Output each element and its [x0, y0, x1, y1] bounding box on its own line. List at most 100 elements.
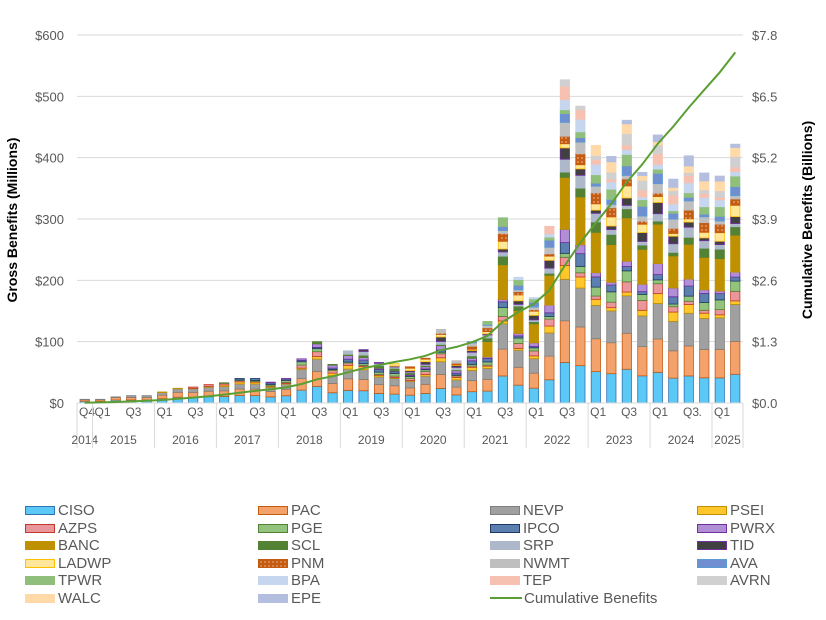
- x-quarter-label: Q1: [404, 405, 420, 419]
- bar-segment-ciso: [451, 394, 462, 404]
- x-quarter-label: Q4: [79, 405, 95, 419]
- bar-segment-pge: [482, 361, 493, 366]
- legend-swatch: [25, 541, 55, 550]
- bar-stack: [714, 175, 725, 404]
- bar-segment-banc: [730, 234, 741, 273]
- bar-segment-ciso: [203, 396, 214, 404]
- bar-segment-pnm: [497, 233, 508, 242]
- bar-segment-pge: [652, 279, 663, 285]
- legend-item-pwrx: PWRX: [697, 520, 775, 537]
- bar-segment-nwmt: [575, 141, 586, 155]
- x-year-label: 2025: [714, 433, 741, 447]
- bar-stack: [281, 378, 292, 404]
- bar-segment-nevp: [559, 278, 570, 322]
- bar-segment-pac: [683, 345, 694, 377]
- bar-segment-tep: [683, 174, 694, 184]
- bar-segment-pnm: [404, 366, 416, 369]
- bar-segment-psei: [683, 304, 694, 314]
- legend-swatch: [25, 593, 55, 603]
- bar-segment-nevp: [497, 323, 508, 350]
- bar-segment-scl: [637, 244, 648, 250]
- bar-segment-tep: [652, 153, 663, 165]
- bar-segment-ava: [575, 137, 586, 143]
- y-axis-left: $0 $100 $200 $300 $400 $500 $600: [35, 28, 64, 411]
- x-year-label: 2021: [482, 433, 509, 447]
- x-quarter-label: Q1: [652, 405, 668, 419]
- x-quarter-label: Q1: [466, 405, 482, 419]
- bar-segment-avrn: [590, 155, 601, 160]
- bar-segment-pnm: [482, 327, 493, 333]
- bar-segment-pge: [544, 316, 555, 320]
- bar-segment-ciso: [652, 371, 663, 404]
- bar-segment-pac: [590, 338, 601, 372]
- bar-segment-scl: [714, 248, 725, 260]
- bar-segment-nwmt: [668, 218, 679, 229]
- bar-segment-azps: [683, 300, 694, 305]
- bar-segment-nevp: [296, 368, 307, 379]
- legend-label: AZPS: [58, 519, 98, 537]
- bar-segment-epe: [683, 155, 694, 167]
- bar-segment-srp: [668, 243, 679, 253]
- bar-segment-nevp: [482, 367, 493, 380]
- bar-segment-tpwr: [637, 199, 648, 207]
- bar-segment-pac: [327, 383, 338, 394]
- bar-segment-ciso: [389, 393, 400, 404]
- legend-item-ava: AVA: [697, 555, 758, 572]
- legend-label: SRP: [523, 537, 554, 554]
- bar-segment-nevp: [451, 379, 462, 388]
- y2-tick-label: $2.6: [752, 273, 777, 288]
- bar-segment-tep: [590, 159, 601, 165]
- bar-segment-bpa: [683, 182, 694, 194]
- bar-segment-pge: [559, 252, 570, 258]
- y-tick-label: $200: [35, 273, 64, 288]
- bar-segment-nevp: [606, 310, 617, 344]
- bar-segment-srp: [730, 223, 741, 228]
- bar-segment-nwmt: [590, 185, 601, 194]
- bar-segment-nevp: [699, 318, 710, 350]
- bar-segment-tep: [559, 85, 570, 101]
- bar-segment-nevp: [141, 395, 152, 398]
- legend-label: AVA: [730, 554, 758, 572]
- bar-stack: [606, 156, 617, 404]
- bar-segment-srp: [342, 350, 354, 355]
- bar-segment-banc: [699, 256, 710, 291]
- bar-segment-ciso: [265, 396, 276, 404]
- bar-segment-srp: [652, 213, 663, 222]
- bar-segment-ipco: [668, 296, 679, 305]
- bar-segment-epe: [606, 156, 617, 163]
- legend-item-tpwr: TPWR: [25, 572, 102, 589]
- bar-segment-ciso: [435, 388, 447, 404]
- bar-segment-pge: [219, 382, 230, 384]
- bar-segment-pnm: [575, 153, 586, 166]
- bar-segment-psei: [466, 366, 477, 371]
- bar-segment-tid: [683, 221, 694, 228]
- bar-segment-nwmt: [699, 216, 710, 224]
- bar-segment-nevp: [683, 312, 694, 347]
- bar-segment-nevp: [312, 358, 323, 372]
- bar-segment-pac: [342, 378, 354, 391]
- bar-segment-bpa: [652, 163, 663, 170]
- bar-segment-avrn: [621, 133, 632, 146]
- legend-swatch: [697, 523, 727, 533]
- bar-stack: [730, 143, 741, 404]
- bar-segment-pwrx: [590, 272, 601, 278]
- bar-segment-avrn: [699, 189, 710, 194]
- bar-segment-srp: [544, 267, 555, 274]
- bar-segment-tid: [606, 225, 617, 230]
- legend-label: SCL: [291, 537, 321, 554]
- bar-segment-tep: [575, 109, 586, 120]
- bar-stack: [389, 363, 400, 404]
- bar-segment-pnm: [699, 222, 710, 233]
- legend-label: NEVP: [523, 502, 564, 519]
- bar-segment-pac: [157, 394, 168, 400]
- legend-item-tep: TEP: [490, 572, 552, 589]
- bar-stack: [358, 349, 369, 404]
- bar-segment-pac: [528, 372, 539, 389]
- bar-segment-ladwp: [637, 223, 648, 233]
- bar-segment-azps: [668, 306, 679, 313]
- bar-segment-ipco: [342, 358, 354, 363]
- bar-segment-nevp: [219, 386, 230, 392]
- bar-segment-banc: [482, 341, 493, 358]
- legend-swatch: [258, 541, 288, 550]
- bar-segment-tpwr: [730, 175, 741, 188]
